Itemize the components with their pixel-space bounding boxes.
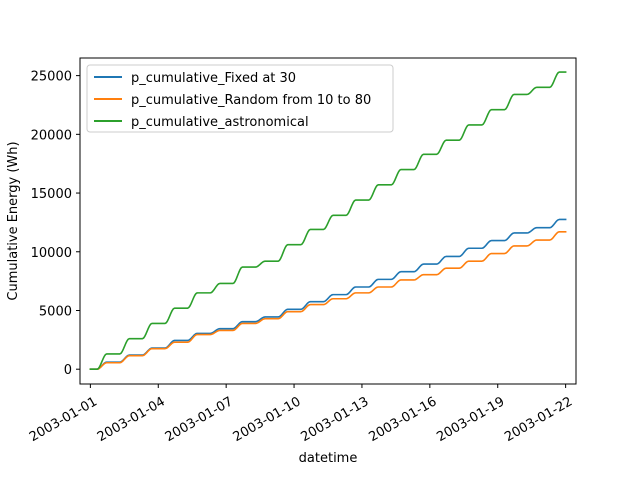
series-lines bbox=[89, 71, 567, 370]
legend: p_cumulative_Fixed at 30 p_cumulative_Ran… bbox=[86, 64, 394, 133]
legend-box bbox=[86, 64, 394, 133]
y-tick-label: 20000 bbox=[31, 128, 72, 143]
plot-frame bbox=[79, 57, 577, 385]
y-tick-label: 0 bbox=[64, 363, 72, 378]
y-axis-label: Cumulative Energy (Wh) bbox=[6, 141, 21, 300]
x-axis-label: datetime bbox=[299, 451, 358, 466]
y-tick-label: 15000 bbox=[31, 187, 72, 202]
legend-label-3: p_cumulative_astronomical bbox=[131, 115, 309, 130]
series-line-2 bbox=[89, 231, 567, 370]
y-axis-ticks: 0 5000 10000 15000 20000 25000 bbox=[31, 70, 80, 378]
y-tick-label: 10000 bbox=[31, 246, 72, 261]
series-line-1 bbox=[89, 218, 567, 370]
y-tick-label: 25000 bbox=[31, 70, 72, 85]
series-line-3 bbox=[89, 71, 567, 370]
legend-label-1: p_cumulative_Fixed at 30 bbox=[131, 71, 296, 86]
legend-label-2: p_cumulative_Random from 10 to 80 bbox=[131, 93, 371, 108]
y-tick-label: 5000 bbox=[39, 304, 72, 319]
